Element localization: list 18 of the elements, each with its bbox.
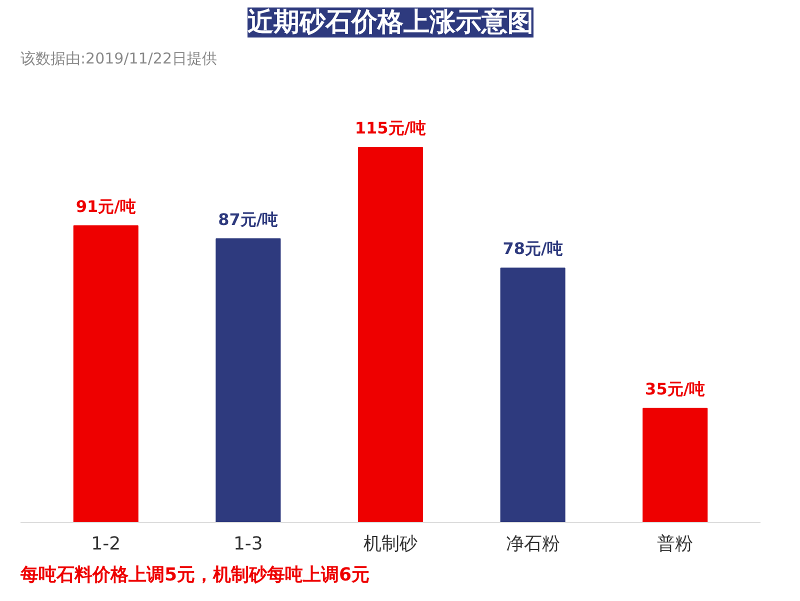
data-label: 87元/吨	[218, 210, 278, 229]
x-tick-label: 1-2	[91, 534, 121, 554]
text: 每吨石料价格上调5元，机制砂每吨上调6元	[20, 564, 370, 586]
x-tick-label: 机制砂	[364, 534, 418, 554]
bar	[500, 268, 566, 522]
x-tick-label: 普粉	[657, 534, 694, 554]
data-label: 78元/吨	[502, 239, 563, 258]
x-tick-label: 1-3	[233, 534, 263, 554]
data-label: 91元/吨	[76, 196, 136, 216]
chart-title: 近期砂石价格上涨示意图	[248, 8, 534, 38]
data-label: 35元/吨	[645, 379, 706, 398]
x-tick-label: 净石粉	[506, 534, 560, 554]
data-label: 115元/吨	[354, 118, 426, 138]
bar	[216, 238, 281, 522]
bar	[642, 408, 708, 522]
chart-subtitle: 该数据由:2019/11/22日提供	[20, 50, 218, 68]
bar	[73, 225, 138, 522]
bar	[358, 147, 424, 522]
